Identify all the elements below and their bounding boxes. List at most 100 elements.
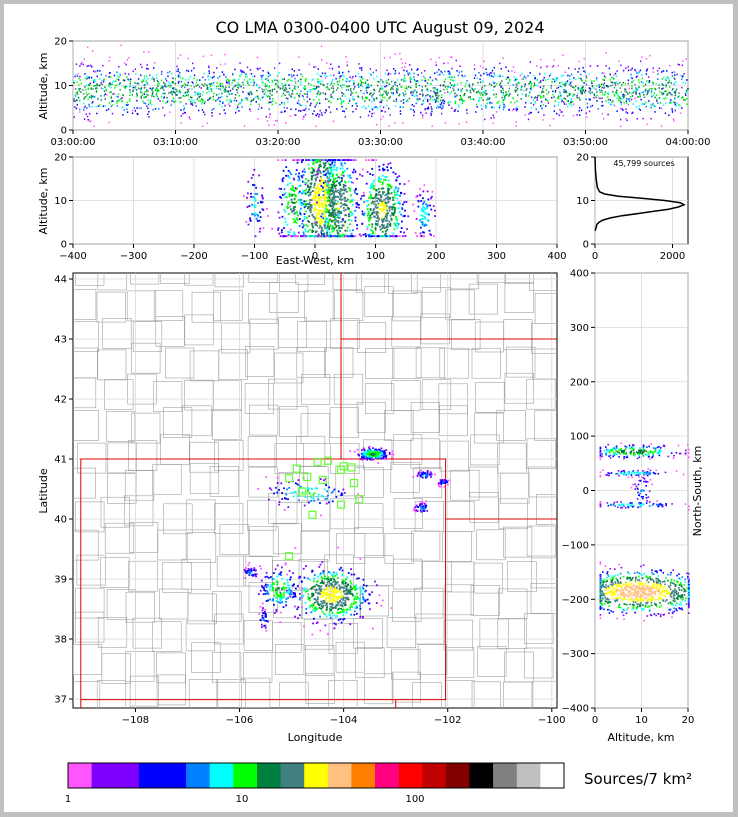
county-outline bbox=[131, 412, 161, 444]
source-point bbox=[313, 186, 315, 189]
source-point bbox=[483, 60, 485, 63]
source-point bbox=[320, 177, 323, 180]
source-point bbox=[290, 173, 293, 175]
source-point bbox=[405, 80, 407, 82]
source-point bbox=[208, 90, 210, 93]
source-point bbox=[674, 98, 676, 100]
source-point bbox=[267, 71, 269, 74]
source-point bbox=[521, 72, 523, 75]
source-point bbox=[415, 196, 418, 198]
source-point bbox=[404, 235, 407, 237]
source-point bbox=[324, 77, 327, 79]
source-point bbox=[253, 197, 256, 199]
source-point bbox=[322, 182, 325, 184]
source-point bbox=[167, 75, 169, 78]
source-point bbox=[465, 82, 467, 85]
source-point bbox=[330, 574, 333, 576]
source-point bbox=[309, 104, 311, 107]
county-outline bbox=[268, 378, 298, 410]
source-point bbox=[99, 104, 101, 106]
source-point bbox=[287, 97, 289, 100]
source-point bbox=[552, 93, 554, 96]
source-point bbox=[195, 85, 197, 87]
source-point bbox=[423, 184, 426, 187]
source-point bbox=[336, 229, 339, 232]
source-point bbox=[373, 211, 376, 213]
source-point bbox=[436, 90, 439, 92]
source-point bbox=[376, 222, 379, 225]
source-point bbox=[319, 615, 321, 618]
source-point bbox=[330, 166, 333, 169]
source-point bbox=[344, 234, 347, 236]
source-point bbox=[211, 115, 213, 117]
source-point bbox=[663, 76, 665, 79]
source-point bbox=[208, 66, 210, 69]
source-point bbox=[498, 100, 500, 103]
source-point bbox=[603, 72, 605, 75]
source-point bbox=[367, 212, 370, 215]
source-point bbox=[247, 192, 249, 195]
source-point bbox=[472, 83, 474, 85]
source-point bbox=[319, 163, 322, 166]
source-point bbox=[88, 84, 91, 87]
source-point bbox=[353, 613, 356, 616]
source-point bbox=[342, 174, 345, 177]
source-point bbox=[332, 174, 334, 176]
source-point bbox=[245, 97, 247, 99]
source-point bbox=[322, 203, 324, 206]
source-point bbox=[315, 114, 318, 117]
county-outline bbox=[73, 680, 101, 708]
source-point bbox=[434, 88, 436, 90]
source-point bbox=[442, 84, 444, 87]
county-outline bbox=[328, 680, 358, 708]
source-point bbox=[679, 105, 681, 107]
source-point bbox=[277, 211, 280, 214]
source-point bbox=[393, 206, 396, 209]
source-point bbox=[323, 600, 326, 602]
source-point bbox=[286, 205, 289, 208]
source-point bbox=[374, 195, 377, 198]
source-point bbox=[661, 83, 664, 86]
source-point bbox=[138, 82, 140, 85]
source-point bbox=[637, 87, 639, 90]
source-point bbox=[149, 99, 152, 102]
source-point bbox=[157, 85, 159, 87]
source-point bbox=[129, 89, 131, 91]
source-point bbox=[636, 75, 638, 78]
source-point bbox=[241, 106, 243, 108]
source-point bbox=[100, 82, 102, 84]
source-point bbox=[441, 107, 443, 110]
source-point bbox=[335, 203, 338, 205]
source-point bbox=[218, 88, 220, 90]
source-point bbox=[582, 66, 584, 69]
source-point bbox=[396, 197, 399, 200]
source-point bbox=[309, 159, 312, 161]
source-point bbox=[92, 95, 94, 98]
source-point bbox=[530, 87, 532, 89]
source-point bbox=[554, 80, 556, 83]
source-point bbox=[326, 226, 328, 229]
source-point bbox=[321, 561, 324, 563]
source-point bbox=[416, 235, 418, 238]
source-point bbox=[326, 594, 329, 597]
county-outline bbox=[524, 613, 554, 645]
source-point bbox=[464, 85, 466, 88]
source-point bbox=[88, 105, 91, 108]
source-point bbox=[236, 84, 238, 86]
source-point bbox=[185, 103, 187, 105]
source-point bbox=[347, 206, 349, 209]
source-point bbox=[508, 90, 510, 93]
source-point bbox=[337, 98, 339, 100]
county-outline bbox=[498, 588, 528, 620]
source-point bbox=[343, 192, 345, 195]
source-point bbox=[630, 98, 633, 101]
source-point bbox=[312, 87, 314, 90]
source-point bbox=[203, 85, 205, 87]
county-outline bbox=[209, 466, 240, 497]
source-point bbox=[226, 78, 229, 80]
source-point bbox=[444, 122, 447, 124]
source-point bbox=[638, 81, 640, 84]
source-point bbox=[422, 203, 424, 205]
source-point bbox=[628, 87, 630, 90]
source-point bbox=[292, 235, 295, 238]
